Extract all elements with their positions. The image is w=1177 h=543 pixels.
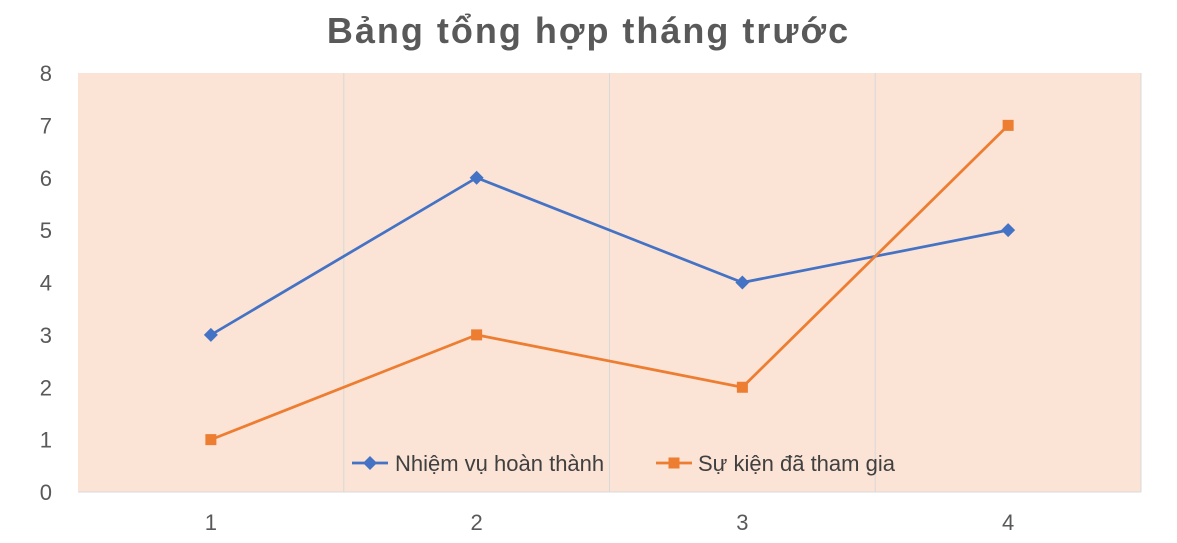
series-line xyxy=(210,124,1010,441)
y-tick-label: 6 xyxy=(40,166,52,191)
series-2 xyxy=(205,119,1014,446)
data-point xyxy=(1002,119,1014,131)
data-point xyxy=(203,327,218,342)
x-tick-label: 3 xyxy=(736,510,748,535)
y-tick-label: 8 xyxy=(40,61,52,86)
legend-marker xyxy=(363,456,377,470)
y-tick-label: 2 xyxy=(40,375,52,400)
data-point xyxy=(469,170,484,185)
x-tick-label: 2 xyxy=(471,510,483,535)
y-tick-label: 0 xyxy=(40,480,52,505)
x-tick-label: 4 xyxy=(1002,510,1014,535)
legend-label: Nhiệm vụ hoàn thành xyxy=(395,451,604,476)
data-point xyxy=(205,434,217,446)
y-tick-label: 5 xyxy=(40,218,52,243)
data-point xyxy=(735,275,750,290)
legend-label: Sự kiện đã tham gia xyxy=(698,451,896,476)
legend-marker xyxy=(668,457,680,469)
chart-title: Bảng tổng hợp tháng trước xyxy=(326,10,851,51)
legend: Nhiệm vụ hoàn thành Sự kiện đã tham gia xyxy=(352,451,896,476)
data-point xyxy=(1001,223,1016,238)
y-tick-label: 3 xyxy=(40,323,52,348)
y-tick-label: 7 xyxy=(40,113,52,138)
series-layer xyxy=(203,119,1016,446)
y-tick-label: 1 xyxy=(40,428,52,453)
grid-lines xyxy=(343,73,1142,492)
y-tick-label: 4 xyxy=(40,271,52,296)
data-point xyxy=(471,329,483,341)
legend-item: Sự kiện đã tham gia xyxy=(656,451,896,476)
x-tick-label: 1 xyxy=(205,510,217,535)
legend-item: Nhiệm vụ hoàn thành xyxy=(352,451,604,476)
data-point xyxy=(736,381,748,393)
axes: 0 1 2 3 4 5 6 7 8 1 2 3 4 xyxy=(40,61,1141,535)
